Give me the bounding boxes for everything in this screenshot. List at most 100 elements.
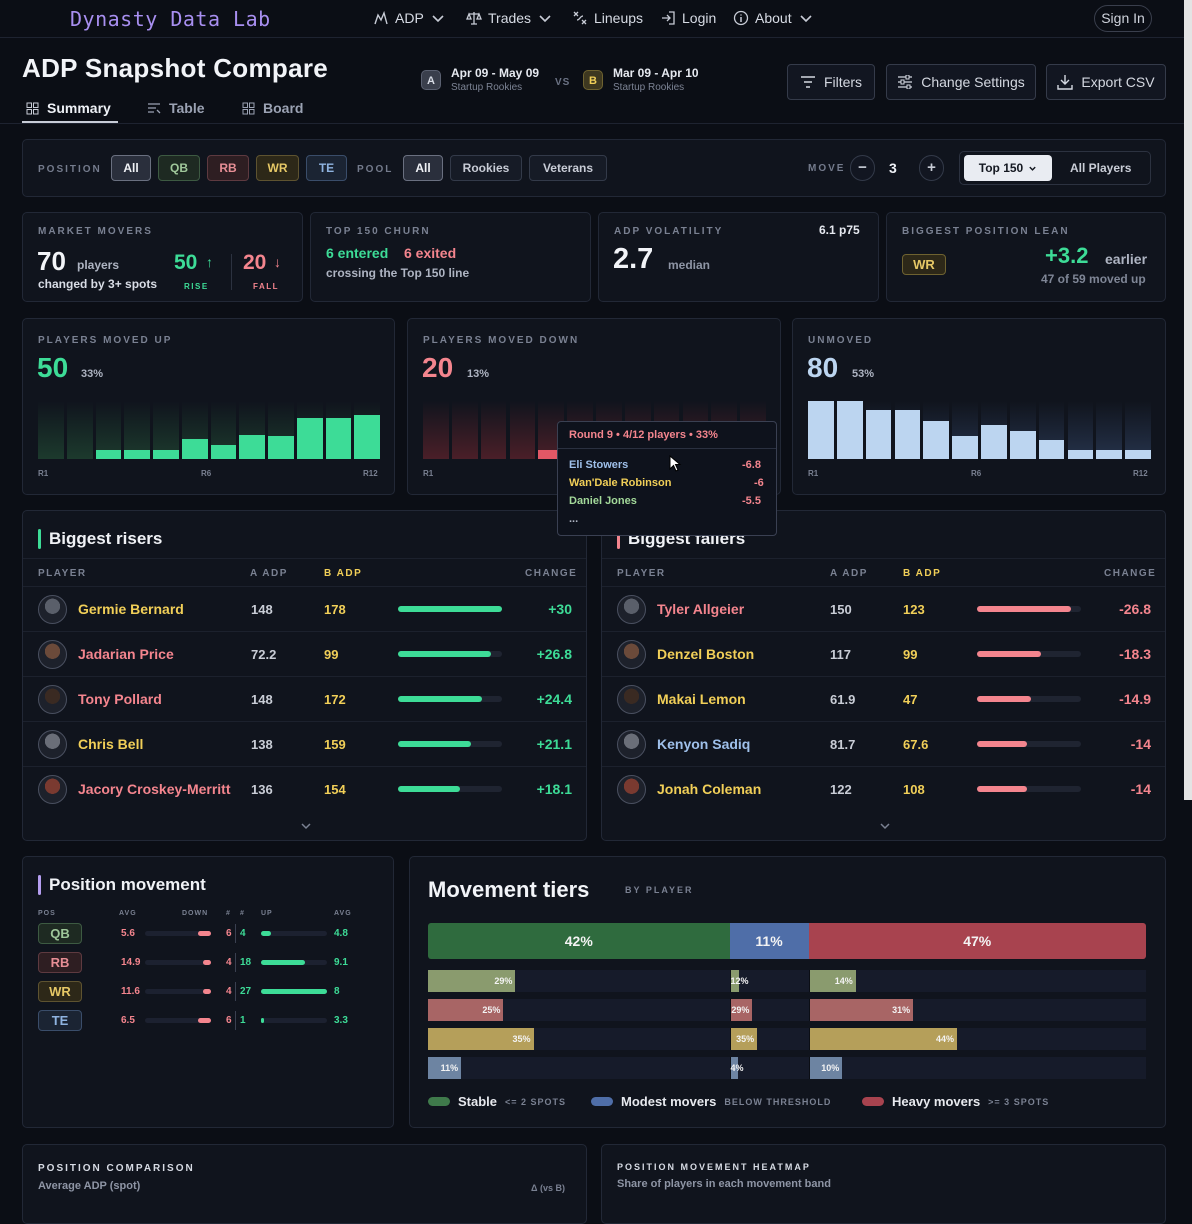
tier-segment[interactable]: 25% <box>428 999 504 1021</box>
player-name[interactable]: Makai Lemon <box>657 691 746 707</box>
table-row[interactable]: Jonah Coleman 122 108 -14 <box>602 766 1165 811</box>
player-name[interactable]: Jadarian Price <box>78 646 174 662</box>
nav-adp[interactable]: ADP <box>373 10 446 26</box>
tier-segment[interactable]: 29% <box>729 999 753 1021</box>
sign-in-button[interactable]: Sign In <box>1094 5 1152 32</box>
round-bar[interactable] <box>981 425 1007 459</box>
legend-item-1[interactable]: Stable <= 2 SPOTS <box>428 1094 566 1109</box>
tab-summary[interactable]: Summary <box>26 100 111 116</box>
tier-segment[interactable]: 11% <box>428 1057 462 1079</box>
tier-segment[interactable]: 12% <box>729 970 749 992</box>
legend-sub: BELOW THRESHOLD <box>724 1096 832 1107</box>
legend-item-2[interactable]: Modest movers BELOW THRESHOLD <box>591 1094 831 1109</box>
pool-chip-rookies[interactable]: Rookies <box>450 155 522 181</box>
round-bar[interactable] <box>239 435 265 459</box>
legend-item-3[interactable]: Heavy movers >= 3 SPOTS <box>862 1094 1049 1109</box>
snapshot-b[interactable]: B Mar 09 - Apr 10 Startup Rookies <box>583 66 699 93</box>
position-chip-rb[interactable]: RB <box>207 155 249 181</box>
chevron-down-icon[interactable] <box>879 822 891 830</box>
round-bar[interactable] <box>894 410 921 459</box>
position-chip-all[interactable]: All <box>111 155 151 181</box>
round-bar[interactable] <box>865 410 892 459</box>
tier-total-segment[interactable]: 42% <box>428 923 730 959</box>
filters-button[interactable]: Filters <box>787 64 875 100</box>
chevron-down-icon[interactable] <box>300 822 312 830</box>
round-bar[interactable] <box>210 445 237 459</box>
position-chip-qb[interactable]: QB <box>158 155 200 181</box>
tier-segment[interactable]: 14% <box>808 970 856 992</box>
export-csv-button[interactable]: Export CSV <box>1046 64 1166 100</box>
table-row[interactable]: Denzel Boston 117 99 -18.3 <box>602 631 1165 676</box>
all-players-toggle[interactable]: All Players <box>1070 161 1132 175</box>
tier-total-segment[interactable]: 47% <box>808 923 1146 959</box>
tier-segment[interactable]: 31% <box>808 999 914 1021</box>
round-bar[interactable] <box>1096 450 1123 459</box>
round-bar[interactable] <box>1125 450 1151 459</box>
table-row[interactable]: Jacory Croskey-Merritt 136 154 +18.1 <box>23 766 586 811</box>
player-name[interactable]: Chris Bell <box>78 736 144 752</box>
tier-segment[interactable]: 35% <box>729 1028 758 1050</box>
site-logo[interactable]: Dynasty Data Lab <box>70 7 271 31</box>
move-value[interactable]: 3 <box>889 160 897 176</box>
tier-segment[interactable]: 10% <box>808 1057 843 1079</box>
round-bar[interactable] <box>1067 450 1094 459</box>
player-name[interactable]: Kenyon Sadiq <box>657 736 751 752</box>
table-row[interactable]: Tony Pollard 148 172 +24.4 <box>23 676 586 721</box>
round-bar[interactable] <box>354 415 380 459</box>
round-bar[interactable] <box>538 450 565 459</box>
change-bar-track <box>398 741 502 747</box>
nav-trades[interactable]: Trades <box>466 10 553 26</box>
round-bar[interactable] <box>952 436 978 459</box>
tab-table[interactable]: Table <box>147 100 205 116</box>
table-row[interactable]: Jadarian Price 72.2 99 +26.8 <box>23 631 586 676</box>
moved-up-x-start: R1 <box>38 469 49 478</box>
player-name[interactable]: Jonah Coleman <box>657 781 762 797</box>
move-increment-button[interactable]: + <box>919 155 944 181</box>
tier-segment[interactable]: 4% <box>729 1057 744 1079</box>
round-bar[interactable] <box>95 450 122 459</box>
tier-segment[interactable]: 44% <box>808 1028 957 1050</box>
tier-total-segment[interactable]: 11% <box>729 923 809 959</box>
round-bar[interactable] <box>808 401 834 459</box>
round-bar[interactable] <box>153 450 179 459</box>
player-name[interactable]: Tony Pollard <box>78 691 162 707</box>
player-name[interactable]: Tyler Allgeier <box>657 601 745 617</box>
player-name[interactable]: Germie Bernard <box>78 601 184 617</box>
up-count: 1 <box>240 1015 246 1026</box>
table-row[interactable]: Kenyon Sadiq 81.7 67.6 -14 <box>602 721 1165 766</box>
nav-login[interactable]: Login <box>660 10 716 26</box>
snapshot-a[interactable]: A Apr 09 - May 09 Startup Rookies <box>421 66 539 93</box>
movement-tiers-title: Movement tiers <box>428 877 590 902</box>
table-row[interactable]: Makai Lemon 61.9 47 -14.9 <box>602 676 1165 721</box>
tier-segment[interactable]: 35% <box>428 1028 534 1050</box>
page-scrollbar[interactable] <box>1184 0 1192 800</box>
position-chip-te[interactable]: TE <box>306 155 347 181</box>
round-bar[interactable] <box>325 418 352 459</box>
pool-chip-veterans[interactable]: Veterans <box>529 155 607 181</box>
round-bar[interactable] <box>268 436 294 459</box>
round-bar[interactable] <box>124 450 150 459</box>
round-bar[interactable] <box>1009 431 1036 459</box>
nav-about[interactable]: About <box>733 10 814 26</box>
table-row[interactable]: Chris Bell 138 159 +21.1 <box>23 721 586 766</box>
move-decrement-button[interactable]: − <box>850 155 875 181</box>
round-bar[interactable] <box>923 421 950 459</box>
unmoved-chart <box>808 401 1151 459</box>
player-name[interactable]: Jacory Croskey-Merritt <box>78 781 231 797</box>
change-settings-button[interactable]: Change Settings <box>886 64 1036 100</box>
round-bar[interactable] <box>181 439 208 459</box>
position-chip-wr[interactable]: WR <box>256 155 299 181</box>
up-count: 18 <box>240 957 252 968</box>
round-bar[interactable] <box>836 401 863 459</box>
tab-board[interactable]: Board <box>242 100 303 116</box>
round-bar[interactable] <box>1038 440 1065 459</box>
player-name[interactable]: Denzel Boston <box>657 646 755 662</box>
top-150-toggle[interactable]: Top 150 <box>964 155 1052 181</box>
tier-segment[interactable]: 29% <box>428 970 516 992</box>
table-row[interactable]: Germie Bernard 148 178 +30 <box>23 586 586 631</box>
pool-chip-all[interactable]: All <box>403 155 443 181</box>
round-bar[interactable] <box>296 418 323 459</box>
table-row[interactable]: Tyler Allgeier 150 123 -26.8 <box>602 586 1165 631</box>
round-bar-bg <box>423 401 449 459</box>
nav-lineups[interactable]: Lineups <box>572 10 643 26</box>
